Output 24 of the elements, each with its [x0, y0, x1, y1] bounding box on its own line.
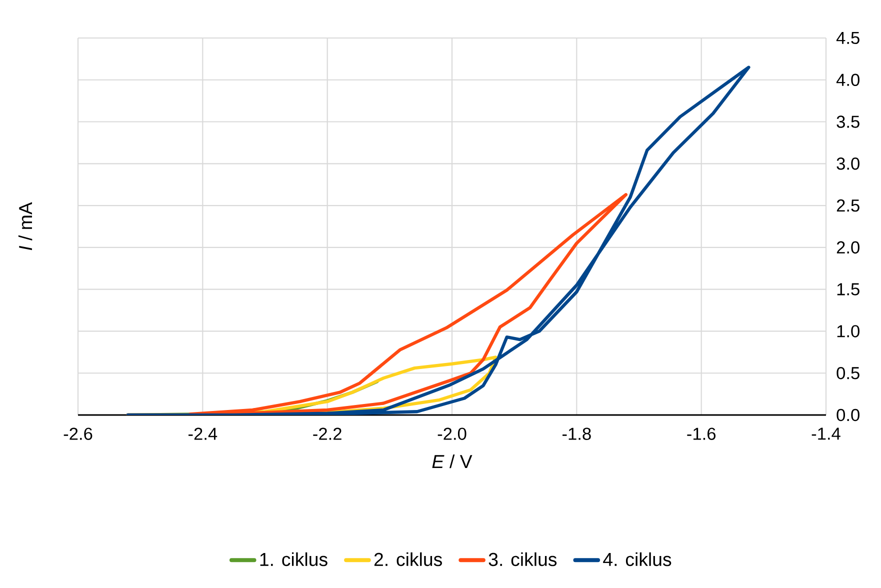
- line-series: [126, 66, 750, 415]
- x-tick-label: -2.0: [438, 428, 466, 440]
- y-tick-label: 3.0: [836, 158, 860, 170]
- y-tick-label: 2.5: [836, 199, 860, 212]
- y-tick-label: 0.0: [836, 408, 860, 422]
- x-axis-title: E / V: [432, 454, 472, 468]
- y-tick-label: 2.0: [836, 241, 860, 254]
- x-tick-label: -1.8: [562, 428, 591, 440]
- x-tick-label: -2.2: [313, 428, 342, 440]
- legend-label: 4. ciklus: [603, 552, 672, 566]
- y-tick-label: 0.5: [836, 366, 860, 380]
- x-tick-label: -2.4: [188, 428, 218, 440]
- x-tick-label: -1.4: [812, 428, 840, 440]
- y-tick-label: 3.5: [836, 116, 860, 128]
- y-axis-title: I / mA: [18, 202, 32, 250]
- y-tick-label: 1.5: [837, 283, 860, 296]
- y-tick-label: 4.0: [836, 74, 860, 86]
- legend-label: 1. ciklus: [260, 552, 328, 566]
- y-tick-label: 1.0: [837, 325, 860, 338]
- legend-label: 2. ciklus: [374, 552, 442, 566]
- x-tick-label: -1.6: [687, 428, 716, 440]
- legend-label: 3. ciklus: [488, 552, 557, 566]
- y-tick-label: 4.5: [836, 32, 860, 44]
- x-tick-label: -2.6: [64, 428, 92, 440]
